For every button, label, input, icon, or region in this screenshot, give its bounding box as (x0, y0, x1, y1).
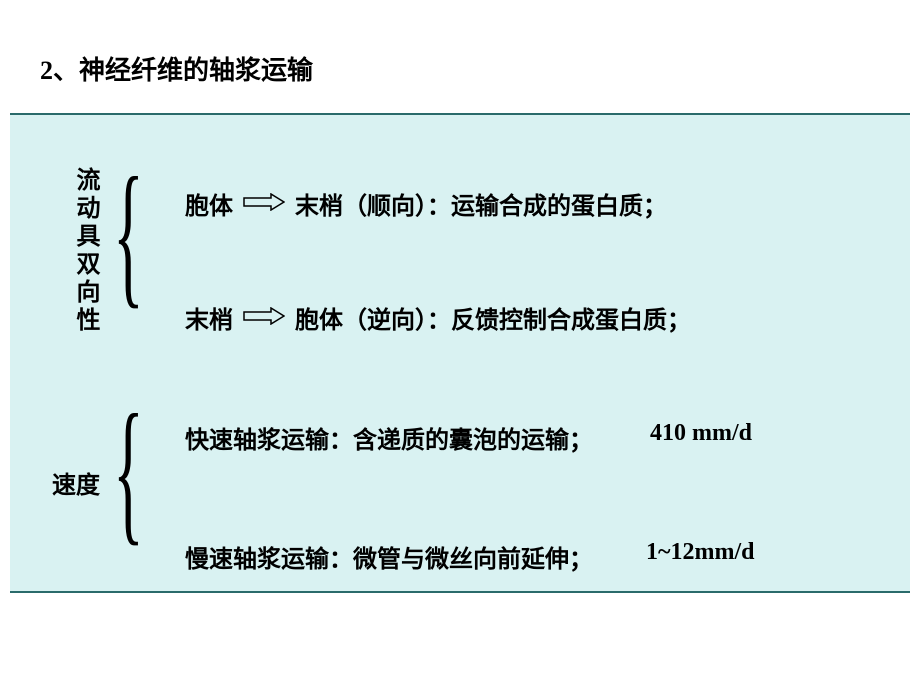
row1-right: 末梢（顺向）：运输合成的蛋白质； (295, 186, 667, 221)
content-panel: 流动具双向性 { 胞体 末梢（顺向）：运输合成的蛋白质； 末梢 胞体（逆向）：反… (10, 113, 910, 593)
row-reverse-transport: 末梢 胞体（逆向）：反馈控制合成蛋白质； (185, 300, 691, 335)
row-fast-speed-value: 410 mm/d (650, 420, 752, 447)
arrow-icon (243, 193, 285, 211)
row2-left: 末梢 (185, 300, 233, 335)
row-forward-transport: 胞体 末梢（顺向）：运输合成的蛋白质； (185, 186, 667, 221)
row-fast-transport: 快速轴浆运输：含递质的囊泡的运输； (185, 420, 593, 455)
section-title: 2、神经纤维的轴浆运输 (40, 50, 313, 87)
row-slow-speed-value: 1~12mm/d (646, 539, 754, 566)
brace-speed: { (113, 390, 144, 550)
arrow-icon (243, 307, 285, 325)
row-slow-transport: 慢速轴浆运输：微管与微丝向前延伸； (185, 539, 593, 574)
label-speed: 速度 (52, 465, 100, 500)
label-flow-direction: 流动具双向性 (68, 167, 103, 335)
row2-right: 胞体（逆向）：反馈控制合成蛋白质； (295, 300, 691, 335)
brace-flow: { (113, 153, 144, 313)
row1-left: 胞体 (185, 186, 233, 221)
